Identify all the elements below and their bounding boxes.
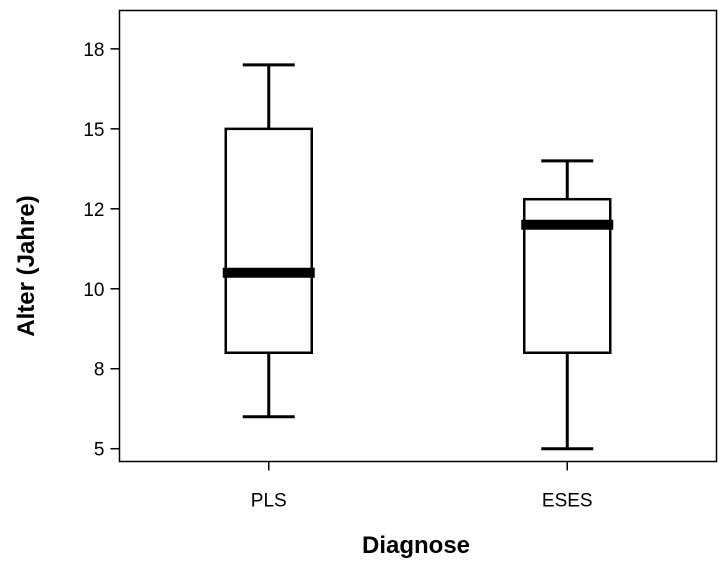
box-pls bbox=[222, 63, 315, 419]
y-tick-label: 5 bbox=[94, 440, 105, 461]
iqr-box bbox=[224, 127, 313, 354]
x-tick-label: PLS bbox=[251, 491, 287, 512]
y-tick-label: 10 bbox=[83, 280, 104, 301]
y-tick-label: 8 bbox=[94, 360, 105, 381]
x-tick-label: ESES bbox=[542, 491, 593, 512]
y-tick-label: 12 bbox=[83, 200, 104, 221]
x-axis: PLS ESES bbox=[251, 461, 593, 512]
y-tick-label: 18 bbox=[83, 40, 104, 61]
plot-frame bbox=[118, 9, 718, 463]
box-series bbox=[222, 63, 614, 451]
x-axis-title: Diagnose bbox=[362, 532, 470, 559]
y-axis-title: Alter (Jahre) bbox=[13, 195, 40, 336]
y-tick-label: 15 bbox=[83, 120, 104, 141]
box-eses bbox=[521, 159, 614, 451]
y-axis: 5 8 10 12 15 18 bbox=[83, 40, 120, 461]
